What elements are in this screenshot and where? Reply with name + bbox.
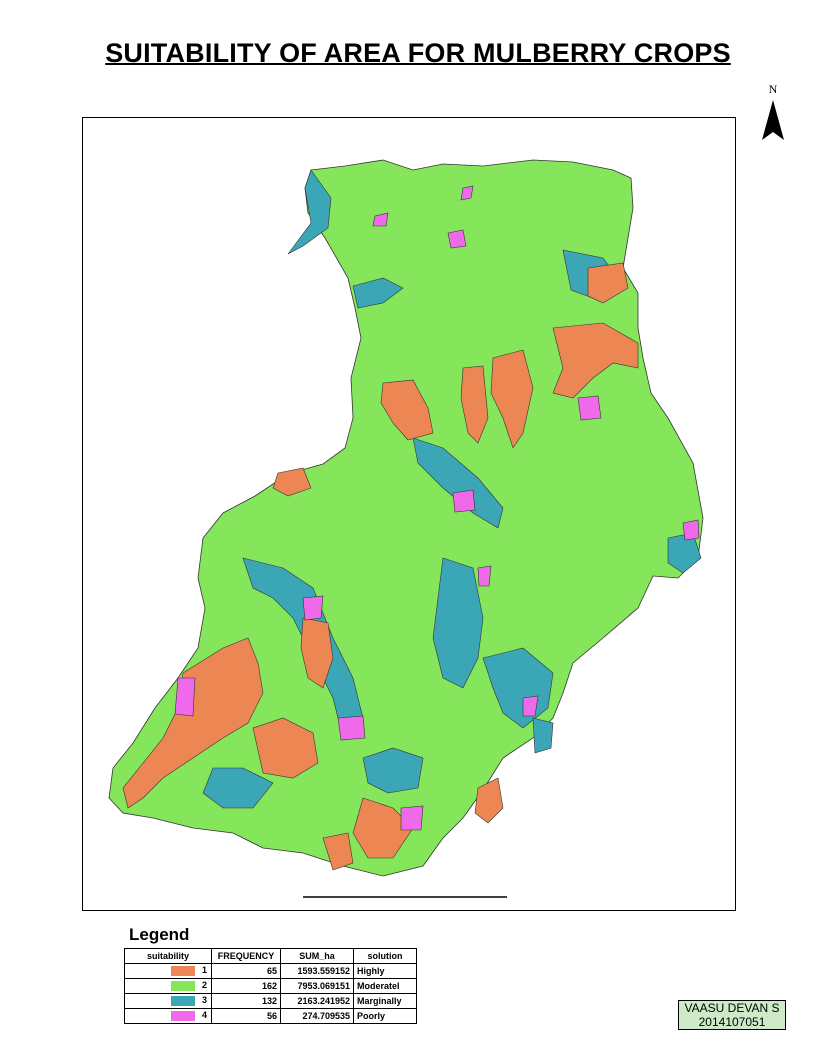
legend-sum-ha: 2163.241952: [280, 993, 354, 1009]
legend-suitability-value: 1: [201, 965, 207, 975]
legend-suitability-value: 4: [201, 1010, 207, 1020]
highly-swatch: [171, 966, 195, 976]
poorly-swatch: [171, 1011, 195, 1021]
legend-frequency: 162: [211, 978, 281, 994]
suitability-map[interactable]: [83, 118, 737, 912]
legend-header-solution: solution: [353, 948, 417, 964]
legend-swatch-cell: 4: [124, 1008, 212, 1024]
legend-solution: Moderatel: [353, 978, 417, 994]
north-arrow-icon: [762, 100, 784, 140]
legend-row-highly: 1 65 1593.559152 Highly: [124, 963, 417, 979]
map-frame[interactable]: [82, 117, 736, 911]
legend-header-row: suitability FREQUENCY SUM_ha solution: [124, 948, 417, 964]
legend-header-sum: SUM_ha: [280, 948, 354, 964]
legend-swatch-cell: 3: [124, 993, 212, 1009]
legend-sum-ha: 1593.559152: [280, 963, 354, 979]
legend-solution: Highly: [353, 963, 417, 979]
author-credit: VAASU DEVAN S 2014107051: [678, 1000, 786, 1030]
legend-header-frequency: FREQUENCY: [211, 948, 281, 964]
author-id: 2014107051: [698, 1015, 766, 1029]
map-title: SUITABILITY OF AREA FOR MULBERRY CROPS: [105, 38, 731, 68]
legend-swatch-cell: 2: [124, 978, 212, 994]
moderately-swatch: [171, 981, 195, 991]
poorly-suitable-areas: [174, 185, 700, 831]
north-arrow: N: [758, 82, 788, 144]
legend-sum-ha: 274.709535: [280, 1008, 354, 1024]
legend-solution: Poorly: [353, 1008, 417, 1024]
legend-row-moderately: 2 162 7953.069151 Moderatel: [124, 978, 417, 994]
legend-suitability-value: 3: [201, 995, 207, 1005]
legend-row-poorly: 4 56 274.709535 Poorly: [124, 1008, 417, 1024]
legend-row-marginally: 3 132 2163.241952 Marginally: [124, 993, 417, 1009]
legend-header-suitability: suitability: [124, 948, 212, 964]
legend-table: suitability FREQUENCY SUM_ha solution 1 …: [124, 948, 417, 1024]
legend-title: Legend: [129, 925, 190, 944]
legend-frequency: 65: [211, 963, 281, 979]
highly-suitable-areas: [122, 262, 639, 871]
author-name: VAASU DEVAN S: [684, 1001, 780, 1015]
legend-frequency: 132: [211, 993, 281, 1009]
legend-frequency: 56: [211, 1008, 281, 1024]
legend-swatch-cell: 1: [124, 963, 212, 979]
legend-suitability-value: 2: [201, 980, 207, 990]
marginally-swatch: [171, 996, 195, 1006]
legend-sum-ha: 7953.069151: [280, 978, 354, 994]
legend-solution: Marginally: [353, 993, 417, 1009]
north-label: N: [768, 82, 778, 96]
